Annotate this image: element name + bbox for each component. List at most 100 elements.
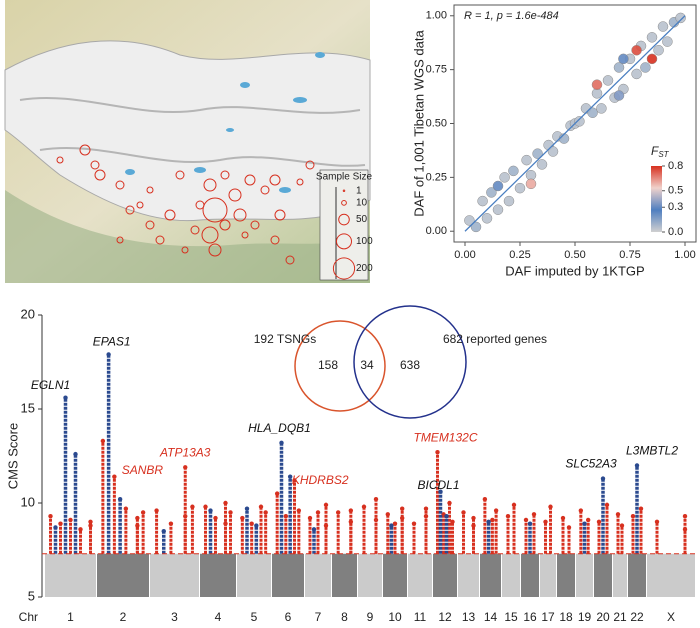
sample-sites xyxy=(56,144,315,265)
chromosome-band xyxy=(480,553,501,597)
point xyxy=(521,154,532,166)
peak-top xyxy=(596,519,602,524)
peak-top xyxy=(615,512,621,517)
x-tick-label: 1 xyxy=(67,610,74,624)
gene-label: TMEM132C xyxy=(413,430,477,444)
site xyxy=(305,160,315,170)
peak-top xyxy=(531,512,537,517)
fit-line xyxy=(464,15,686,232)
site xyxy=(296,178,304,186)
peak-top xyxy=(630,513,636,519)
site xyxy=(220,170,230,180)
peak-top xyxy=(385,512,390,517)
site xyxy=(145,220,155,230)
peak-top xyxy=(619,523,625,528)
peak-top xyxy=(88,519,93,524)
set-circle xyxy=(294,320,386,412)
chromosome-band xyxy=(594,553,612,597)
size-key xyxy=(338,213,350,226)
y-tick-label: 0.25 xyxy=(426,171,447,183)
x-tick-label: 0.25 xyxy=(509,249,530,261)
y-tick-label: 10 xyxy=(21,494,35,509)
y-tick-label: 0.50 xyxy=(426,117,447,129)
peak-top xyxy=(88,523,93,528)
size-key xyxy=(341,200,347,206)
chromosome-band xyxy=(540,553,556,597)
x-tick-label: 1.00 xyxy=(674,249,695,261)
peak-top xyxy=(112,474,117,479)
site xyxy=(201,226,219,244)
x-tick-label: 4 xyxy=(215,610,222,624)
peak-top xyxy=(223,521,228,526)
peak-top xyxy=(423,506,429,511)
peak-top xyxy=(190,504,195,509)
point xyxy=(532,148,543,159)
site xyxy=(115,180,125,190)
point xyxy=(591,79,603,90)
lake xyxy=(293,97,307,103)
peak-top xyxy=(373,517,379,523)
highlight-peak-top xyxy=(244,506,250,511)
y-tick-label: 5 xyxy=(28,588,35,603)
peak-top xyxy=(505,513,511,519)
point xyxy=(602,75,614,86)
highlight-peak-top xyxy=(582,521,587,526)
set-label: 682 reported genes xyxy=(443,332,547,346)
x-tick-label: 19 xyxy=(578,610,592,624)
legend-title: Sample Size xyxy=(316,172,373,183)
site xyxy=(274,209,286,221)
size-label: 50 xyxy=(356,214,368,225)
peak-top xyxy=(296,508,302,513)
point xyxy=(596,103,607,114)
x-tick-label: 13 xyxy=(462,610,476,624)
highlight-peak-top xyxy=(117,497,123,502)
peak-top xyxy=(223,500,228,506)
peak-top xyxy=(392,521,398,526)
colorbar-label: 0.3 xyxy=(668,201,683,213)
x-tick-label: 11 xyxy=(414,610,427,624)
point xyxy=(525,178,537,190)
gene-label: EGLN1 xyxy=(31,378,70,392)
chromosome-band xyxy=(305,553,331,597)
site xyxy=(219,219,231,231)
peak-top xyxy=(450,519,455,524)
peak-top xyxy=(228,510,233,515)
point xyxy=(662,36,673,47)
highlight-peak-top xyxy=(287,474,293,479)
site xyxy=(116,236,124,244)
peak-top xyxy=(548,504,553,509)
peak-top xyxy=(78,527,83,532)
point xyxy=(464,215,475,226)
peak-top xyxy=(523,517,529,523)
highlight-peak-top xyxy=(279,440,284,446)
peak-top xyxy=(58,521,63,526)
y-tick-label: 1.00 xyxy=(426,10,447,22)
highlight-peak-top xyxy=(600,476,606,481)
gene-label: EPAS1 xyxy=(93,335,131,349)
x-tick-label: 22 xyxy=(630,610,644,624)
lakes xyxy=(125,52,325,193)
peak-top xyxy=(560,515,566,521)
site xyxy=(202,197,228,223)
ridge xyxy=(19,96,361,114)
chromosome-band xyxy=(272,553,304,597)
peak-top xyxy=(682,513,688,519)
peak-top xyxy=(135,515,140,521)
chromosome-band xyxy=(521,553,539,597)
point xyxy=(653,44,664,56)
highlight-peak-top xyxy=(486,519,491,524)
x-tick-label: 3 xyxy=(171,610,178,624)
lake xyxy=(240,82,250,88)
colorbar-label: 0.8 xyxy=(668,160,683,172)
chromosome-band xyxy=(150,553,199,597)
size-key xyxy=(342,189,346,192)
site xyxy=(90,160,100,170)
x-tick-label: 21 xyxy=(613,610,627,624)
site xyxy=(233,208,247,222)
peak-top xyxy=(435,450,440,455)
point xyxy=(613,90,625,101)
peak-top xyxy=(258,504,264,509)
ridge xyxy=(39,146,366,167)
size-legend: 1 10 50 100 200 xyxy=(332,185,373,280)
